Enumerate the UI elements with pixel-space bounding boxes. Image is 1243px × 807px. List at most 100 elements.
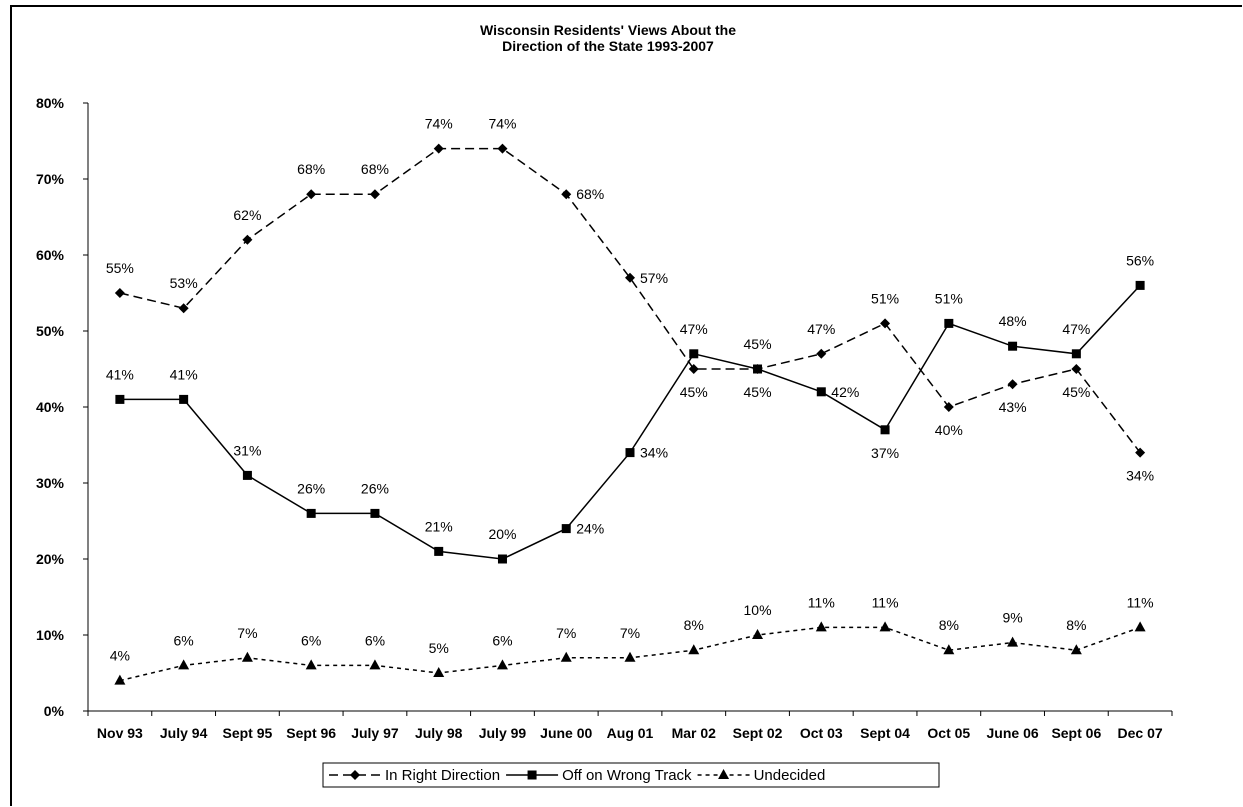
chart-title-line-2: Direction of the State 1993-2007: [502, 38, 714, 54]
series-layer: [114, 143, 1146, 685]
data-labels: 55% 53% 62% 68% 68% 74% 74% 68% 57% 45% 45% 47% 51% 4…: [106, 116, 1154, 664]
y-tick-label: 60%: [36, 247, 65, 263]
data-label-in-right-direction: 68%: [576, 186, 604, 202]
data-point-undecided: [433, 667, 445, 677]
x-tick-label: Aug 01: [607, 725, 654, 741]
data-label-undecided: 11%: [808, 594, 835, 610]
x-tick-label: Sept 02: [733, 725, 783, 741]
data-point-undecided: [369, 659, 381, 670]
x-tick-label: Dec 07: [1118, 725, 1163, 741]
axes: 0% 10% 20% 30% 40% 50% 60% 70% 80% Nov 93 July 94 S…: [36, 95, 1173, 741]
data-point-undecided: [879, 621, 891, 632]
data-label-in-right-direction: 62%: [233, 207, 261, 223]
x-tick-label: Oct 05: [927, 725, 970, 741]
data-point-off-on-wrong-track: [434, 546, 444, 556]
data-label-off-on-wrong-track: 21%: [425, 518, 453, 534]
data-point-in-right-direction: [369, 189, 380, 200]
data-point-undecided: [624, 651, 636, 662]
data-label-in-right-direction: 34%: [1126, 468, 1154, 484]
series-line-off-on-wrong-track: [119, 284, 1141, 560]
data-point-undecided: [943, 644, 955, 655]
data-point-undecided: [688, 644, 700, 655]
legend: In Right Direction Off on Wrong Track Unde…: [322, 762, 940, 788]
data-point-undecided: [496, 659, 508, 670]
data-point-off-on-wrong-track: [1135, 280, 1145, 290]
x-tick-label: Sept 95: [223, 725, 273, 741]
legend-item-undecided: Undecided: [697, 767, 825, 784]
data-point-in-right-direction: [306, 189, 317, 200]
y-tick-label: 20%: [36, 551, 65, 567]
data-label-undecided: 6%: [492, 632, 512, 648]
data-label-off-on-wrong-track: 37%: [871, 445, 899, 461]
data-label-in-right-direction: 55%: [106, 260, 134, 276]
data-label-off-on-wrong-track: 34%: [640, 445, 668, 461]
data-label-undecided: 10%: [744, 602, 772, 618]
y-tick-label: 50%: [36, 323, 65, 339]
legend-marker: [527, 770, 537, 780]
data-label-undecided: 9%: [1002, 610, 1022, 626]
data-label-undecided: 11%: [1127, 594, 1154, 610]
legend-marker: [350, 770, 360, 780]
data-label-in-right-direction: 45%: [744, 384, 772, 400]
data-point-in-right-direction: [625, 272, 635, 283]
data-point-in-right-direction: [561, 189, 572, 200]
data-point-off-on-wrong-track: [689, 349, 699, 359]
data-point-off-on-wrong-track: [115, 394, 125, 404]
data-label-undecided: 7%: [556, 625, 576, 641]
data-label-in-right-direction: 40%: [935, 422, 963, 438]
data-label-in-right-direction: 74%: [425, 116, 453, 132]
data-point-in-right-direction: [1071, 364, 1082, 374]
data-label-undecided: 8%: [684, 617, 704, 633]
data-label-undecided: 4%: [110, 648, 130, 664]
data-label-off-on-wrong-track: 26%: [297, 480, 325, 496]
x-tick-label: July 97: [351, 725, 399, 741]
legend-marker: [718, 769, 730, 779]
chart-title-line-1: Wisconsin Residents' Views About the: [480, 22, 736, 38]
data-label-off-on-wrong-track: 45%: [744, 336, 772, 352]
series-in-right-direction: [114, 143, 1146, 458]
legend-label: Off on Wrong Track: [562, 767, 692, 784]
data-label-undecided: 7%: [237, 625, 257, 641]
data-point-off-on-wrong-track: [753, 364, 763, 374]
data-point-off-on-wrong-track: [497, 554, 507, 564]
x-tick-label: Sept 96: [286, 725, 336, 741]
y-tick-label: 0%: [44, 703, 65, 719]
data-label-undecided: 8%: [1066, 617, 1086, 633]
chart-frame: [10, 5, 1242, 806]
series-line-in-right-direction: [119, 147, 1141, 454]
data-point-undecided: [114, 674, 126, 685]
x-tick-label: Mar 02: [672, 725, 717, 741]
data-label-off-on-wrong-track: 48%: [999, 313, 1027, 329]
y-tick-label: 10%: [36, 627, 65, 643]
y-tick-label: 30%: [36, 475, 65, 491]
data-point-undecided: [241, 651, 253, 662]
data-point-off-on-wrong-track: [561, 524, 571, 534]
y-tick-label: 40%: [36, 399, 65, 415]
data-label-in-right-direction: 53%: [170, 275, 198, 291]
data-label-off-on-wrong-track: 26%: [361, 480, 389, 496]
data-point-in-right-direction: [433, 143, 444, 154]
data-point-off-on-wrong-track: [880, 425, 890, 435]
data-point-off-on-wrong-track: [1071, 349, 1081, 359]
data-label-in-right-direction: 68%: [297, 161, 325, 177]
data-label-undecided: 5%: [429, 640, 449, 656]
data-point-in-right-direction: [1135, 447, 1146, 458]
data-label-off-on-wrong-track: 24%: [576, 521, 604, 537]
data-point-off-on-wrong-track: [306, 508, 316, 518]
x-tick-label: Sept 06: [1051, 725, 1101, 741]
series-off-on-wrong-track: [115, 280, 1145, 564]
data-label-off-on-wrong-track: 47%: [680, 321, 708, 337]
data-point-undecided: [560, 651, 572, 662]
data-label-in-right-direction: 57%: [640, 270, 668, 286]
legend-label: In Right Direction: [385, 767, 500, 784]
data-point-off-on-wrong-track: [370, 508, 380, 518]
x-tick-label: Nov 93: [97, 725, 143, 741]
x-tick-label: Sept 04: [860, 725, 910, 741]
data-label-undecided: 7%: [620, 625, 640, 641]
data-point-in-right-direction: [688, 364, 699, 374]
data-label-in-right-direction: 47%: [807, 321, 835, 337]
data-point-off-on-wrong-track: [944, 318, 954, 328]
x-tick-label: July 99: [479, 725, 527, 741]
data-point-undecided: [1134, 621, 1146, 632]
